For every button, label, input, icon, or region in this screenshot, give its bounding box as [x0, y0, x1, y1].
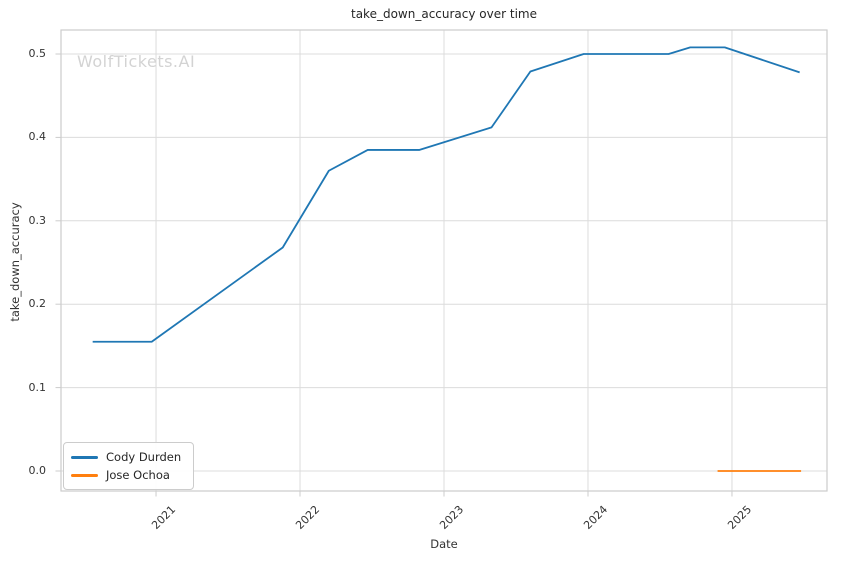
- y-tick-label: 0.5: [28, 47, 47, 61]
- y-tick-label: 0.3: [28, 213, 47, 227]
- legend-label: Cody Durden: [106, 450, 182, 464]
- y-tick-label: 0.0: [28, 463, 47, 477]
- watermark-text: WolfTickets.AI: [77, 52, 196, 71]
- y-tick-label: 0.1: [28, 380, 47, 394]
- legend-line-swatch-orange: [71, 473, 98, 477]
- series-line-cody-durden: [92, 46, 800, 343]
- y-tick-label: 0.2: [28, 297, 47, 311]
- legend-label: Jose Ochoa: [106, 468, 170, 482]
- legend-entry: Cody Durden: [71, 448, 181, 466]
- chart-title: take_down_accuracy over time: [351, 7, 537, 21]
- legend-entry: Jose Ochoa: [71, 466, 181, 484]
- axes-frame: [60, 29, 828, 492]
- y-tick-label: 0.4: [28, 130, 47, 144]
- legend-line-swatch-blue: [71, 455, 98, 459]
- legend: Cody Durden Jose Ochoa: [63, 442, 195, 490]
- x-axis-label: Date: [430, 537, 458, 551]
